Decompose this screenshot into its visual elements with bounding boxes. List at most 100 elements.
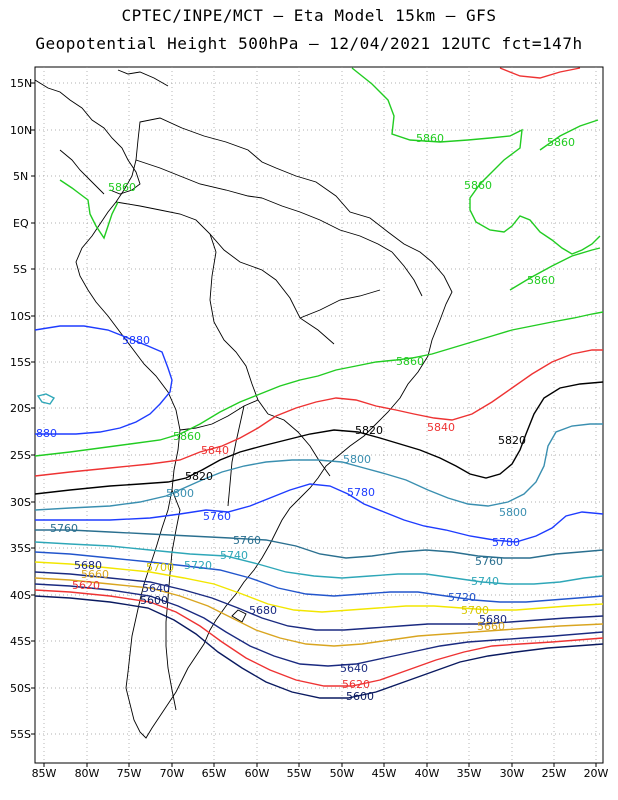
contour-label: 5860 — [464, 179, 492, 192]
contour-label: 5800 — [499, 506, 527, 519]
contour-5640 — [34, 583, 604, 667]
contour-label: 5840 — [427, 421, 455, 434]
contour-label: 5760 — [203, 510, 231, 523]
lat-label: 55S — [10, 728, 31, 741]
lat-label: 10N — [10, 124, 32, 137]
contour-5860-red-north — [499, 67, 581, 79]
contour-label: 5740 — [220, 549, 248, 562]
contour-label: 5760 — [50, 522, 78, 535]
contour-5780 — [35, 483, 604, 543]
contour-5820 — [34, 381, 604, 495]
contour-label: 5860 — [396, 355, 424, 368]
contour-label: 5860 — [108, 181, 136, 194]
lon-label: 25W — [542, 767, 567, 780]
contour-label: 5800 — [343, 453, 371, 466]
lat-label: 45S — [10, 635, 31, 648]
lon-label: 45W — [372, 767, 397, 780]
contour-label: 5620 — [72, 579, 100, 592]
map-title: CPTEC/INPE/MCT – Eta Model 15km – GFS — [121, 6, 497, 25]
contour-label: 5680 — [249, 604, 277, 617]
contour-label: 5680 — [74, 559, 102, 572]
contour-5720 — [34, 551, 604, 603]
lat-label: 35S — [10, 542, 31, 555]
contour-5620 — [34, 589, 604, 687]
lon-label: 60W — [245, 767, 270, 780]
lon-label: 55W — [287, 767, 312, 780]
contour-label: 5820 — [498, 434, 526, 447]
contour-5760 — [35, 529, 604, 559]
contour-5700 — [34, 561, 604, 613]
contour-label: 5860 — [173, 430, 201, 443]
contour-label: 5800 — [166, 487, 194, 500]
contour-label: 5720 — [184, 559, 212, 572]
lon-label: 35W — [457, 767, 482, 780]
lon-label: 50W — [330, 767, 355, 780]
lon-label: 30W — [500, 767, 525, 780]
lat-label: 15N — [10, 77, 32, 90]
contour-5800 — [34, 423, 603, 511]
contour-label: 5680 — [479, 613, 507, 626]
lat-label: 5S — [13, 263, 27, 276]
lat-label: 15S — [10, 356, 31, 369]
lon-label: 40W — [415, 767, 440, 780]
coastlines — [34, 69, 453, 739]
lon-label: 65W — [202, 767, 227, 780]
lat-label: 50S — [10, 682, 31, 695]
contour-5860-ne — [539, 119, 599, 151]
lat-label: 10S — [10, 310, 31, 323]
latitude-labels: 15N 10N 5N EQ 5S 10S 15S 20S 25S 30S 35S… — [10, 77, 32, 741]
longitude-labels: 85W 80W 75W 70W 65W 60W 55W 50W 45W 40W … — [32, 767, 609, 780]
lon-label: 20W — [584, 767, 609, 780]
contour-label: 5620 — [342, 678, 370, 691]
axis-ticks — [31, 82, 597, 767]
lon-label: 85W — [32, 767, 57, 780]
plot-frame — [34, 66, 604, 764]
contour-label: 5880 — [122, 334, 150, 347]
contour-5660 — [34, 577, 604, 647]
contour-label: 5660 — [477, 620, 505, 633]
contour-5880-loop — [59, 179, 119, 240]
lon-label: 80W — [75, 767, 100, 780]
contour-label: 5600 — [140, 594, 168, 607]
lat-label: 20S — [10, 402, 31, 415]
lat-label: 25S — [10, 449, 31, 462]
contour-label: 5860 — [547, 136, 575, 149]
contour-labels: 5860 5860 5860 5860 5860 5860 5860 5880 … — [36, 132, 575, 703]
contour-label: 5640 — [340, 662, 368, 675]
contour-label: 5640 — [142, 582, 170, 595]
contour-label: 880 — [36, 427, 57, 440]
lon-label: 70W — [160, 767, 185, 780]
contour-5600 — [34, 595, 604, 699]
lon-label: 75W — [117, 767, 142, 780]
contour-5680 — [34, 571, 604, 631]
contour-label: 5720 — [448, 591, 476, 604]
contours — [34, 67, 604, 699]
lat-label: 5N — [13, 170, 28, 183]
contour-label: 5860 — [416, 132, 444, 145]
contour-label: 5760 — [475, 555, 503, 568]
contour-5860-north — [351, 67, 601, 255]
contour-label: 5740 — [471, 575, 499, 588]
graticule — [35, 67, 603, 763]
contour-label: 5780 — [347, 486, 375, 499]
lat-label: 30S — [10, 496, 31, 509]
contour-5860-east — [509, 247, 601, 291]
contour-5840 — [34, 349, 603, 477]
contour-5880 — [34, 325, 173, 435]
contour-small-loop — [36, 393, 56, 405]
contour-label: 5840 — [201, 444, 229, 457]
contour-label: 5780 — [492, 536, 520, 549]
contour-label: 5820 — [355, 424, 383, 437]
contour-label: 5700 — [146, 561, 174, 574]
contour-label: 5760 — [233, 534, 261, 547]
map-subtitle: Geopotential Height 500hPa – 12/04/2021 … — [35, 34, 583, 53]
contour-5860-band — [34, 311, 604, 457]
contour-label: 5700 — [461, 604, 489, 617]
contour-5740 — [34, 541, 604, 585]
contour-label: 5820 — [185, 470, 213, 483]
contour-label: 5660 — [81, 568, 109, 581]
contour-label: 5600 — [346, 690, 374, 703]
lat-label: 40S — [10, 589, 31, 602]
contour-label: 5860 — [527, 274, 555, 287]
